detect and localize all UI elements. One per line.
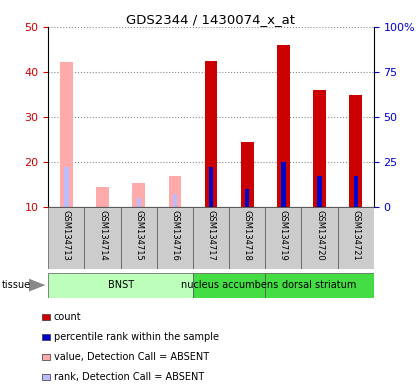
FancyBboxPatch shape	[193, 273, 265, 298]
Polygon shape	[29, 278, 45, 292]
FancyBboxPatch shape	[48, 273, 193, 298]
Text: nucleus accumbens: nucleus accumbens	[181, 280, 278, 290]
FancyBboxPatch shape	[193, 207, 229, 269]
Text: GSM134713: GSM134713	[62, 210, 71, 260]
Text: GDS2344 / 1430074_x_at: GDS2344 / 1430074_x_at	[126, 13, 294, 26]
Bar	[354, 176, 358, 207]
Text: GSM134714: GSM134714	[98, 210, 107, 260]
Bar	[136, 198, 141, 207]
Bar	[64, 167, 68, 207]
Bar	[173, 194, 177, 207]
Text: GSM134720: GSM134720	[315, 210, 324, 260]
FancyBboxPatch shape	[302, 207, 338, 269]
Bar	[60, 62, 73, 207]
Bar	[96, 187, 109, 207]
Bar	[205, 61, 218, 207]
Bar	[132, 182, 145, 207]
FancyBboxPatch shape	[229, 207, 265, 269]
Text: GSM134716: GSM134716	[171, 210, 179, 260]
Text: GSM134719: GSM134719	[279, 210, 288, 260]
Bar	[245, 189, 249, 207]
FancyBboxPatch shape	[121, 207, 157, 269]
Bar	[277, 45, 290, 207]
FancyBboxPatch shape	[338, 207, 374, 269]
Text: count: count	[54, 312, 81, 322]
Text: percentile rank within the sample: percentile rank within the sample	[54, 332, 219, 342]
Bar	[349, 94, 362, 207]
FancyBboxPatch shape	[84, 207, 121, 269]
Bar	[281, 162, 286, 207]
Bar	[241, 142, 254, 207]
Text: GSM134717: GSM134717	[207, 210, 215, 260]
Text: dorsal striatum: dorsal striatum	[282, 280, 357, 290]
Text: GSM134721: GSM134721	[351, 210, 360, 260]
FancyBboxPatch shape	[157, 207, 193, 269]
Text: BNST: BNST	[108, 280, 134, 290]
Text: GSM134718: GSM134718	[243, 210, 252, 260]
Text: GSM134715: GSM134715	[134, 210, 143, 260]
Text: rank, Detection Call = ABSENT: rank, Detection Call = ABSENT	[54, 372, 204, 382]
FancyBboxPatch shape	[265, 273, 374, 298]
Bar	[313, 90, 326, 207]
Bar	[318, 176, 322, 207]
Bar	[168, 176, 181, 207]
Text: tissue: tissue	[2, 280, 31, 290]
Bar	[209, 167, 213, 207]
FancyBboxPatch shape	[265, 207, 302, 269]
Text: value, Detection Call = ABSENT: value, Detection Call = ABSENT	[54, 352, 209, 362]
FancyBboxPatch shape	[48, 207, 84, 269]
